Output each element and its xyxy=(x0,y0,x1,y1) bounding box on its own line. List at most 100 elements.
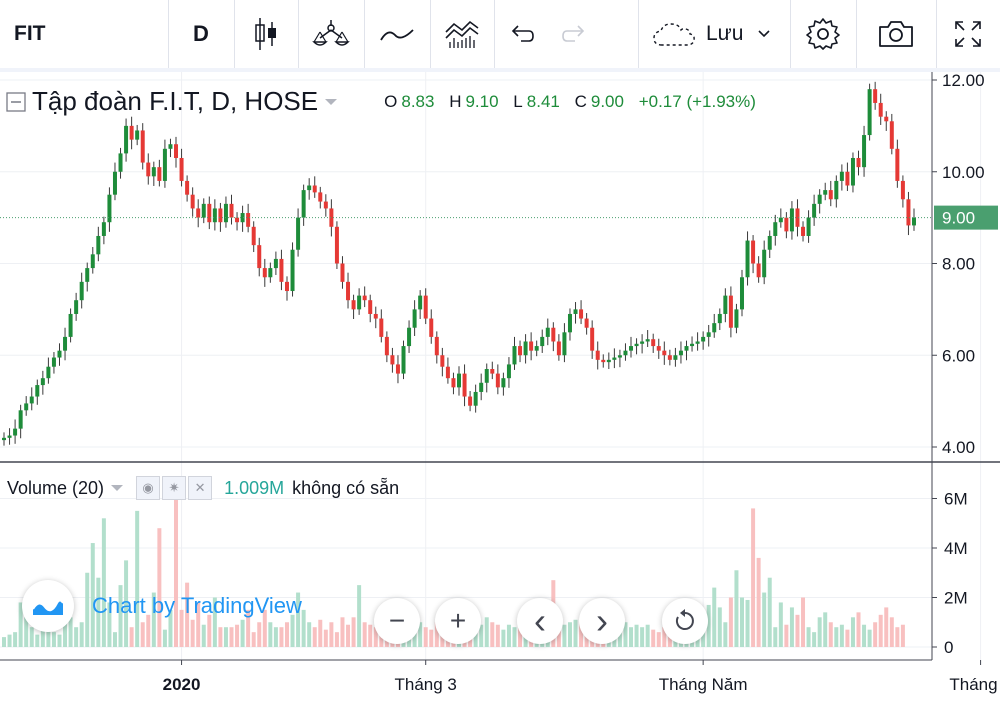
close-icon[interactable]: ✕ xyxy=(188,476,213,500)
candle-body xyxy=(307,185,312,191)
candle-body xyxy=(107,194,112,223)
candle-body xyxy=(734,309,739,328)
volume-bar xyxy=(273,627,278,647)
tradingview-watermark[interactable]: Chart by TradingView xyxy=(22,580,302,632)
last-price-badge xyxy=(934,205,998,230)
symbol-search[interactable]: FIT xyxy=(0,0,94,68)
candle-body xyxy=(767,235,772,250)
volume-bar xyxy=(168,609,173,647)
volume-bar xyxy=(63,609,68,647)
candle-body xyxy=(789,208,794,232)
volume-bar xyxy=(79,622,84,647)
change-value: +0.17 (+1.93%) xyxy=(638,91,756,111)
candle-body xyxy=(640,341,645,344)
volume-bar xyxy=(40,622,45,647)
candle-body xyxy=(606,359,611,363)
candle-body xyxy=(423,295,428,319)
volume-bar xyxy=(629,627,634,647)
scroll-right-button[interactable]: › xyxy=(579,598,625,644)
candle-body xyxy=(290,249,295,292)
compare-button[interactable] xyxy=(364,0,430,68)
templates-button[interactable] xyxy=(430,0,494,68)
reset-button[interactable] xyxy=(662,598,708,644)
scroll-right-label: › xyxy=(596,600,608,641)
volume-bar xyxy=(307,622,312,647)
candle-body xyxy=(362,295,367,301)
volume-bar xyxy=(35,634,40,647)
volume-bar xyxy=(567,622,572,647)
candle-body xyxy=(912,217,916,226)
volume-bar xyxy=(268,622,273,647)
candle-body xyxy=(196,208,201,218)
undo-button[interactable] xyxy=(494,0,550,68)
volume-bar xyxy=(146,614,151,647)
candle-body xyxy=(884,116,889,122)
candle-body xyxy=(717,313,722,324)
zoom-in-button[interactable]: + xyxy=(435,598,481,644)
volume-bar xyxy=(850,617,855,647)
candle-body xyxy=(96,235,101,255)
candle-body xyxy=(146,162,151,177)
screenshot-button[interactable] xyxy=(856,0,936,68)
indicators-button[interactable] xyxy=(298,0,364,68)
series-title[interactable]: Tập đoàn F.I.T, D, HOSE xyxy=(32,86,319,116)
candle-body xyxy=(179,157,184,181)
candle-body xyxy=(296,217,301,250)
volume-bar xyxy=(490,622,495,647)
symbol-label: FIT xyxy=(14,22,46,45)
volume-bar xyxy=(767,577,772,647)
zoom-out-button[interactable]: − xyxy=(374,598,420,644)
candle-body xyxy=(817,194,822,204)
candle-body xyxy=(562,332,567,356)
volume-bar xyxy=(434,622,439,647)
volume-bar xyxy=(124,560,129,647)
high-value: 9.10 xyxy=(465,91,499,111)
candle-body xyxy=(334,226,339,264)
candle-body xyxy=(240,213,245,223)
reset-icon xyxy=(675,609,694,630)
candle-body xyxy=(712,323,717,333)
chart-type-button[interactable] xyxy=(234,0,298,68)
redo-icon xyxy=(562,25,585,42)
candle-body xyxy=(795,208,800,227)
volume-title[interactable]: Volume (20) xyxy=(7,477,105,498)
caret-down-icon[interactable] xyxy=(324,97,338,107)
redo-button[interactable] xyxy=(546,0,602,68)
candle-body xyxy=(101,222,106,236)
candle-body xyxy=(878,102,883,117)
candle-body xyxy=(579,309,584,319)
visibility-icon[interactable]: ◉ xyxy=(136,476,161,500)
candle-body xyxy=(728,295,733,328)
candle-body xyxy=(684,346,689,351)
settings-button[interactable] xyxy=(790,0,856,68)
candle-body xyxy=(556,341,561,356)
candle-body xyxy=(462,373,467,397)
candle-body xyxy=(412,309,417,328)
volume-bar xyxy=(645,624,650,647)
caret-down-icon[interactable] xyxy=(110,483,124,493)
candle-body xyxy=(834,180,839,200)
volume-bar xyxy=(845,629,850,647)
volume-bar xyxy=(418,622,423,647)
save-layout-button[interactable]: Lưu xyxy=(652,0,788,68)
volume-bar xyxy=(201,624,206,647)
volume-bar xyxy=(806,627,811,647)
price-tick-label: 6.00 xyxy=(942,346,975,365)
collapse-icon[interactable] xyxy=(6,91,26,112)
price-chart[interactable]: 12.00 10.00 8.00 6.00 4.00 9.00 6M 4M 2M 0 2020 Thá… xyxy=(0,72,1000,703)
gear-icon[interactable]: ✷ xyxy=(162,476,187,500)
chevron-down-icon xyxy=(758,30,770,38)
candle-body xyxy=(801,226,806,236)
volume-bar xyxy=(251,632,256,647)
candle-body xyxy=(207,203,212,223)
interval-button[interactable]: D xyxy=(168,0,234,68)
candle-body xyxy=(484,369,489,383)
candle-body xyxy=(63,336,68,351)
volume-bar xyxy=(257,622,262,647)
volume-bar xyxy=(129,627,134,647)
volume-bar xyxy=(762,592,767,647)
candle-body xyxy=(506,364,511,379)
scroll-left-button[interactable]: ‹ xyxy=(517,598,563,644)
volume-bar xyxy=(739,597,744,647)
fullscreen-button[interactable] xyxy=(936,0,1000,68)
